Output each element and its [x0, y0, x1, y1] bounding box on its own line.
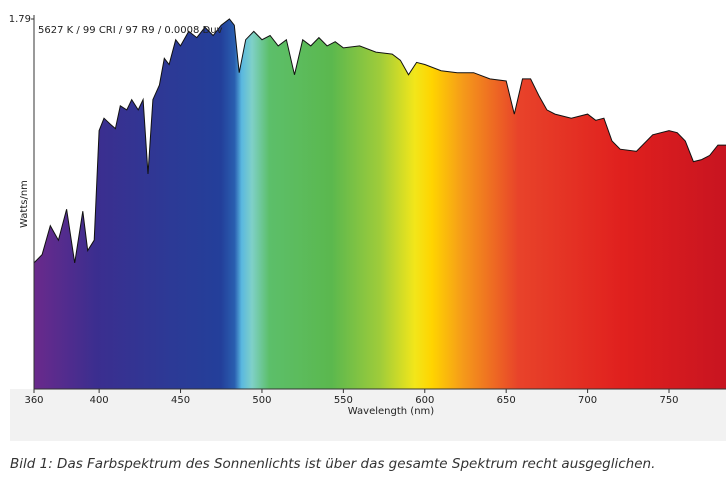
- chart: 360 400 450 500 550 600 650 700 750 1.79 5627 K /…: [8, 14, 726, 441]
- spectrum-outline: [33, 18, 726, 264]
- plot: 360 400 450 500 550 600 650 700 750 1.79: [9, 14, 726, 406]
- caption: Bild 1: Das Farbspektrum des Sonnenlicht…: [10, 456, 656, 472]
- x-tick-label: 650: [497, 395, 516, 406]
- x-tick-label: 550: [334, 395, 353, 406]
- axis-band: [10, 389, 726, 441]
- x-tick-label: 500: [252, 395, 271, 406]
- x-axis-label: Wavelength (nm): [348, 406, 434, 417]
- y-axis-label: Watts/nm: [19, 180, 30, 228]
- y-tick-label: 1.79: [9, 14, 31, 25]
- x-tick-label: 400: [90, 395, 109, 406]
- annotation: 5627 K / 99 CRI / 97 R9 / 0.0008 Duv: [38, 25, 223, 36]
- spectrum-area: [34, 19, 726, 389]
- x-tick-label: 450: [171, 395, 190, 406]
- x-tick-label: 600: [415, 395, 434, 406]
- x-tick-label: 700: [578, 395, 597, 406]
- x-tick-label: 750: [659, 395, 678, 406]
- x-tick-label: 360: [24, 395, 43, 406]
